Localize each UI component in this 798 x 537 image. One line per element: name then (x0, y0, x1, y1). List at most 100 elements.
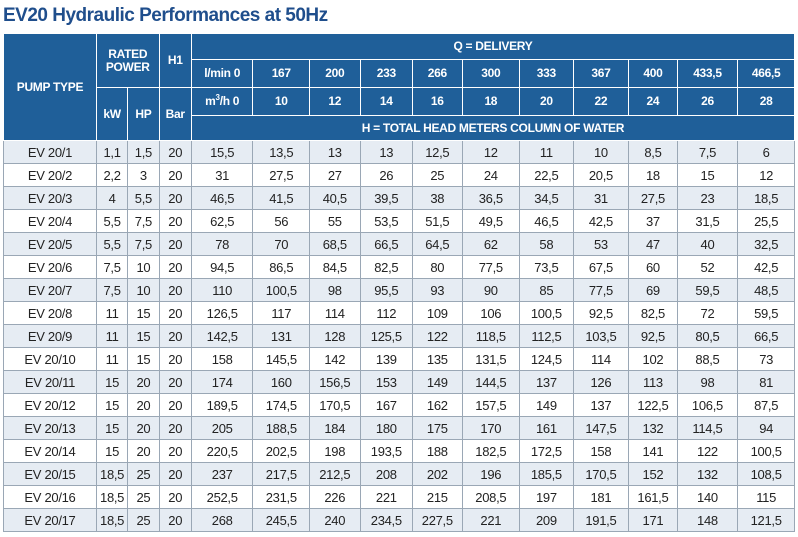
head-cell: 7,5 (676, 140, 739, 164)
pump-type-cell: EV 20/1 (3, 140, 97, 164)
header-lmin-value: 367 (572, 59, 630, 88)
pump-type-cell: EV 20/16 (3, 485, 97, 509)
kw-cell: 15 (95, 439, 129, 463)
head-cell: 10 (572, 140, 630, 164)
kw-cell: 5,5 (95, 209, 129, 233)
table-body: EV 20/1 1,1 1,5 20 15,5 13,5 13 13 12,5 12 11 10 8,5… (3, 140, 795, 532)
head-cell: 191,5 (572, 508, 630, 532)
head-cell: 174,5 (252, 393, 311, 417)
header-lmin-value: 300 (461, 59, 521, 88)
hp-cell: 7,5 (127, 232, 160, 256)
head-cell: 180 (359, 416, 414, 440)
pump-type-cell: EV 20/4 (3, 209, 97, 233)
head-cell: 18,5 (737, 186, 795, 210)
header-total-head: H = TOTAL HEAD METERS COLUMN OF WATER (190, 115, 796, 141)
head-cell: 12 (461, 140, 521, 164)
kw-cell: 7,5 (95, 278, 129, 302)
head-cell: 144,5 (461, 370, 521, 394)
head-cell: 23 (676, 186, 739, 210)
header-m3h-value: 10 (252, 87, 311, 116)
head-q0-cell: 126,5 (190, 301, 254, 325)
head-cell: 66,5 (359, 232, 414, 256)
head-cell: 114,5 (676, 416, 739, 440)
head-cell: 100,5 (252, 278, 311, 302)
head-cell: 181 (572, 485, 630, 509)
hp-cell: 10 (127, 255, 160, 279)
table-row: EV 20/2 2,2 3 20 31 27,5 27 26 25 24 22,5 20,5 18 15 1… (3, 163, 795, 187)
head-cell: 152 (628, 462, 678, 486)
pump-type-cell: EV 20/14 (3, 439, 97, 463)
head-cell: 40,5 (309, 186, 361, 210)
head-cell: 198 (309, 439, 361, 463)
head-cell: 80,5 (676, 324, 739, 348)
head-cell: 145,5 (252, 347, 311, 371)
head-cell: 82,5 (359, 255, 414, 279)
head-cell: 41,5 (252, 186, 311, 210)
bar-cell: 20 (158, 508, 192, 532)
head-q0-cell: 31 (190, 163, 254, 187)
head-cell: 122 (412, 324, 463, 348)
performance-table: PUMP TYPE RATED POWER H1 Q = DELIVERY l/… (3, 33, 796, 532)
head-cell: 25,5 (737, 209, 795, 233)
head-q0-cell: 189,5 (190, 393, 254, 417)
head-cell: 215 (412, 485, 463, 509)
head-cell: 39,5 (359, 186, 414, 210)
head-cell: 92,5 (572, 301, 630, 325)
head-cell: 53,5 (359, 209, 414, 233)
table-row: EV 20/3 4 5,5 20 46,5 41,5 40,5 39,5 38 36,5 34,5 3… (3, 186, 795, 210)
head-cell: 12 (737, 163, 795, 187)
table-row: EV 20/17 18,5 25 20 268 245,5 240 234,5 227,5 221… (3, 508, 795, 532)
bar-cell: 20 (158, 485, 192, 509)
pump-type-cell: EV 20/10 (3, 347, 97, 371)
head-cell: 37 (628, 209, 678, 233)
head-cell: 62 (461, 232, 521, 256)
head-cell: 40 (676, 232, 739, 256)
bar-cell: 20 (158, 347, 192, 371)
head-cell: 137 (572, 393, 630, 417)
head-cell: 38 (412, 186, 463, 210)
head-cell: 108,5 (737, 462, 795, 486)
hp-cell: 1,5 (127, 140, 160, 164)
kw-cell: 1,1 (95, 140, 129, 164)
header-lmin-value: 266 (412, 59, 463, 88)
head-q0-cell: 220,5 (190, 439, 254, 463)
head-cell: 157,5 (461, 393, 521, 417)
head-cell: 100,5 (737, 439, 795, 463)
head-cell: 148 (676, 508, 739, 532)
head-q0-cell: 174 (190, 370, 254, 394)
kw-cell: 11 (95, 324, 129, 348)
head-cell: 84,5 (309, 255, 361, 279)
head-cell: 193,5 (359, 439, 414, 463)
head-cell: 106 (461, 301, 521, 325)
head-cell: 66,5 (737, 324, 795, 348)
head-cell: 25 (412, 163, 463, 187)
header-rated-power-line1: RATED (108, 46, 148, 61)
kw-cell: 4 (95, 186, 129, 210)
bar-cell: 20 (158, 416, 192, 440)
head-cell: 42,5 (737, 255, 795, 279)
head-cell: 139 (359, 347, 414, 371)
kw-cell: 15 (95, 416, 129, 440)
head-q0-cell: 110 (190, 278, 254, 302)
head-cell: 234,5 (359, 508, 414, 532)
head-cell: 95,5 (359, 278, 414, 302)
bar-cell: 20 (158, 163, 192, 187)
bar-cell: 20 (158, 209, 192, 233)
head-cell: 117 (252, 301, 311, 325)
head-cell: 170,5 (309, 393, 361, 417)
head-cell: 24 (461, 163, 521, 187)
head-cell: 81 (737, 370, 795, 394)
head-q0-cell: 237 (190, 462, 254, 486)
head-cell: 90 (461, 278, 521, 302)
head-cell: 59,5 (737, 301, 795, 325)
table-row: EV 20/8 11 15 20 126,5 117 114 112 109 106 100,5 92… (3, 301, 795, 325)
bar-cell: 20 (158, 324, 192, 348)
head-cell: 103,5 (572, 324, 630, 348)
hp-cell: 20 (127, 393, 160, 417)
head-cell: 161,5 (628, 485, 678, 509)
head-cell: 196 (461, 462, 521, 486)
head-q0-cell: 94,5 (190, 255, 254, 279)
header-bar: Bar (158, 87, 192, 141)
head-cell: 49,5 (461, 209, 521, 233)
head-cell: 149 (412, 370, 463, 394)
